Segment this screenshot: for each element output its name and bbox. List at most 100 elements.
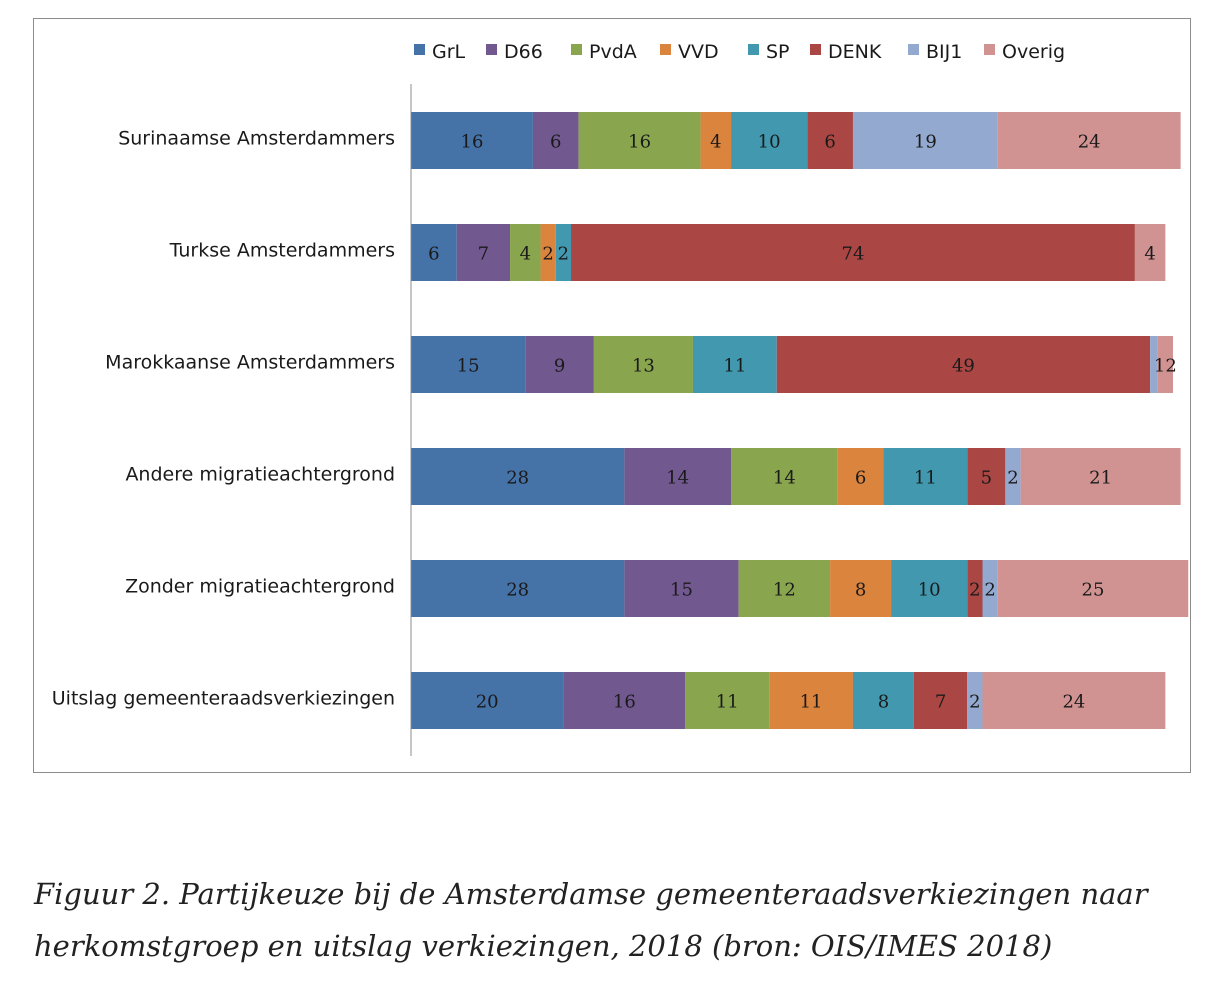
data-label-denk: 2 — [969, 580, 980, 601]
data-label-grl: 15 — [457, 356, 480, 377]
data-label-d66: 14 — [666, 468, 689, 489]
legend-label-vvd: VVD — [678, 41, 719, 63]
bar-segment-denk — [967, 560, 983, 617]
data-label-bij1: 19 — [914, 132, 937, 153]
caption-line-1: Figuur 2. Partijkeuze bij de Amsterdamse… — [34, 877, 1148, 911]
bar-segment-grl — [411, 672, 564, 729]
data-label-overig: 24 — [1078, 132, 1101, 153]
bar-segment-overig — [997, 560, 1189, 617]
category-label: Turkse Amsterdammers — [169, 240, 395, 262]
bar-segment-vvd — [700, 112, 732, 169]
category-label: Marokkaanse Amsterdammers — [105, 352, 395, 374]
legend-swatch-grl — [414, 44, 425, 55]
bar-segment-sp — [891, 560, 968, 617]
bar-segment-bij1 — [1005, 448, 1021, 505]
legend-swatch-bij1 — [908, 44, 919, 55]
bar-row: 16 6 16 4 10 6 19 24 — [411, 112, 1181, 169]
category-label: Uitslag gemeenteraadsverkiezingen — [52, 688, 395, 710]
data-label-sp: 10 — [758, 132, 781, 153]
data-label-pvda: 16 — [628, 132, 651, 153]
data-label-pvda: 14 — [773, 468, 796, 489]
bar-segment-d66 — [624, 560, 739, 617]
bar-row: 15 9 13 11 49 12 — [411, 336, 1177, 393]
bar-segment-d66 — [532, 112, 579, 169]
data-label-d66: 6 — [550, 132, 561, 153]
legend-item-bij1: BIJ1 — [908, 41, 962, 63]
legend: GrL D66 PvdA VVD SP DENK BIJ1 Overig — [414, 41, 1065, 63]
category-labels: Surinaamse Amsterdammers Turkse Amsterdam… — [52, 128, 395, 710]
bar-segment-bij1 — [967, 672, 983, 729]
bar-segment-overig — [1020, 448, 1181, 505]
data-label-vvd: 8 — [855, 580, 866, 601]
caption-line-2: herkomstgroep en uitslag verkiezingen, 2… — [34, 929, 1053, 963]
data-label-d66: 7 — [478, 244, 489, 265]
bar-segment-d66 — [624, 448, 732, 505]
data-label-d66: 9 — [554, 356, 565, 377]
legend-item-pvda: PvdA — [571, 41, 637, 63]
bar-segment-pvda — [685, 672, 770, 729]
bar-segment-pvda — [593, 336, 693, 393]
legend-item-vvd: VVD — [660, 41, 719, 63]
data-label-denk: 49 — [952, 356, 975, 377]
data-label-d66: 16 — [613, 692, 636, 713]
bar-segment-denk — [807, 112, 853, 169]
bar-segment-grl — [411, 448, 625, 505]
bar-segment-denk — [913, 672, 968, 729]
bar-segment-pvda — [510, 224, 541, 281]
category-label: Surinaamse Amsterdammers — [118, 128, 395, 150]
bar-segment-sp — [555, 224, 572, 281]
figure-caption: Figuur 2. Partijkeuze bij de Amsterdamse… — [34, 868, 1204, 972]
bar-segment-sp — [883, 448, 968, 505]
bar-row: 6 7 4 2 2 74 4 — [411, 224, 1166, 281]
legend-item-denk: DENK — [810, 41, 882, 63]
bar-row: 28 14 14 6 11 5 2 21 — [411, 448, 1181, 505]
data-label-pvda: 11 — [716, 692, 739, 713]
legend-item-overig: Overig — [984, 41, 1065, 63]
data-label-denk: 74 — [842, 244, 865, 265]
bar-segment-overig — [997, 112, 1181, 169]
bar-segment-overig — [982, 672, 1166, 729]
bar-segment-grl — [411, 224, 457, 281]
legend-swatch-vvd — [660, 44, 671, 55]
bar-row: 20 16 11 11 8 7 2 24 — [411, 672, 1166, 729]
bar-segment-vvd — [769, 672, 853, 729]
bar-segment-grl — [411, 336, 526, 393]
bar-segment-pvda — [578, 112, 701, 169]
data-label-bij1: 2 — [969, 692, 980, 713]
data-label-overig: 25 — [1082, 580, 1105, 601]
bar-segment-d66 — [563, 672, 686, 729]
data-label-overig: 24 — [1062, 692, 1085, 713]
data-label-sp: 8 — [878, 692, 889, 713]
bar-segment-bij1 — [1150, 336, 1158, 393]
data-label-overig: 12 — [1154, 356, 1177, 377]
data-label-grl: 16 — [461, 132, 484, 153]
data-label-grl: 20 — [476, 692, 499, 713]
data-label-vvd: 6 — [855, 468, 866, 489]
bar-segment-overig — [1157, 336, 1173, 393]
bar-row: 28 15 12 8 10 2 2 25 — [411, 560, 1189, 617]
bar-segment-sp — [731, 112, 808, 169]
bar-segment-vvd — [830, 560, 892, 617]
chart-container: GrL D66 PvdA VVD SP DENK BIJ1 Overig Surinaamse… — [33, 18, 1191, 773]
bar-segment-pvda — [731, 448, 838, 505]
bar-segment-sp — [692, 336, 777, 393]
bar-segment-bij1 — [852, 112, 998, 169]
data-label-grl: 6 — [428, 244, 439, 265]
bar-segment-denk — [967, 448, 1006, 505]
legend-label-sp: SP — [766, 41, 790, 63]
legend-label-d66: D66 — [504, 41, 543, 63]
data-label-pvda: 4 — [520, 244, 531, 265]
data-label-vvd: 2 — [542, 244, 553, 265]
data-label-bij1: 2 — [984, 580, 995, 601]
legend-swatch-pvda — [571, 44, 582, 55]
legend-swatch-overig — [984, 44, 995, 55]
bar-segment-vvd — [837, 448, 884, 505]
data-label-vvd: 11 — [800, 692, 823, 713]
bar-segment-denk — [776, 336, 1151, 393]
bar-segment-d66 — [525, 336, 594, 393]
data-label-denk: 5 — [981, 468, 992, 489]
bar-segment-bij1 — [982, 560, 998, 617]
bar-segment-overig — [1134, 224, 1166, 281]
data-label-grl: 28 — [506, 468, 529, 489]
